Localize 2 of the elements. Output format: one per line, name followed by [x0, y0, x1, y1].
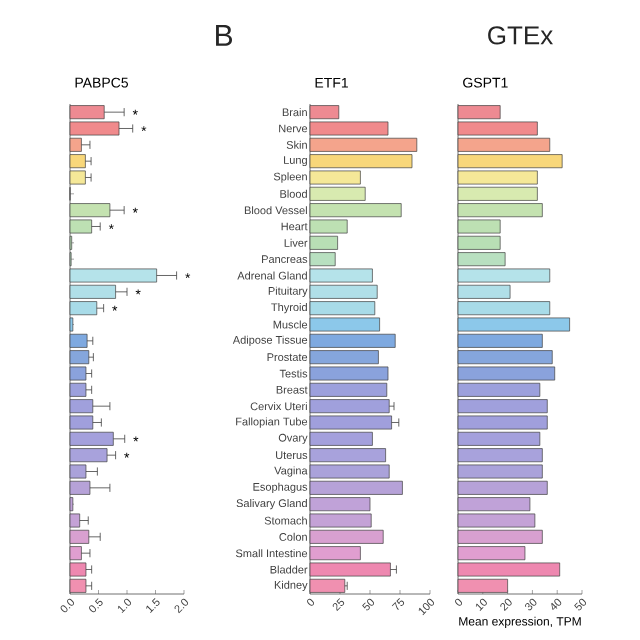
text: GTEx: [488, 26, 553, 45]
text: B: [216, 25, 233, 46]
